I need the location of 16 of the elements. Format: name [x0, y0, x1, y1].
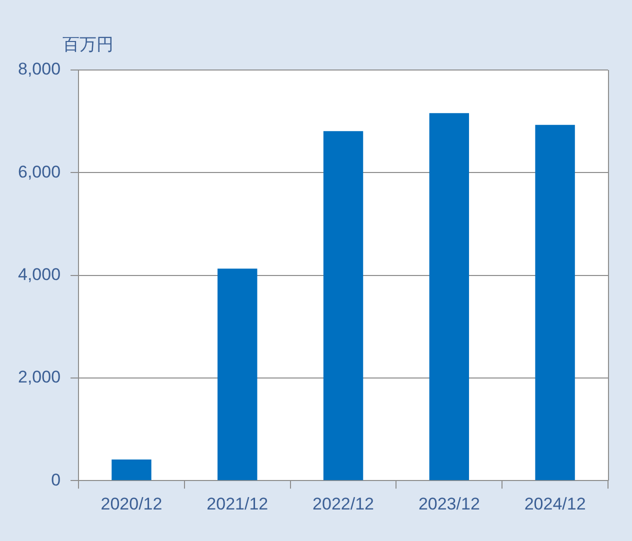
- bar: [429, 113, 470, 480]
- x-tick-label: 2021/12: [206, 494, 268, 514]
- x-tick-label: 2024/12: [524, 494, 586, 514]
- bar: [323, 131, 364, 480]
- y-tick-label: 0: [51, 470, 61, 490]
- x-tick-label: 2022/12: [312, 494, 374, 514]
- x-tick-label: 2020/12: [100, 494, 162, 514]
- y-axis-title: 百万円: [62, 35, 114, 54]
- bar: [218, 268, 258, 480]
- x-tick-label: 2023/12: [418, 494, 480, 514]
- y-tick-label: 4,000: [18, 264, 61, 284]
- bar: [535, 124, 575, 480]
- bar: [112, 460, 152, 480]
- y-tick-label: 6,000: [18, 162, 61, 182]
- y-tick-label: 8,000: [18, 60, 61, 79]
- y-tick-label: 2,000: [18, 368, 61, 387]
